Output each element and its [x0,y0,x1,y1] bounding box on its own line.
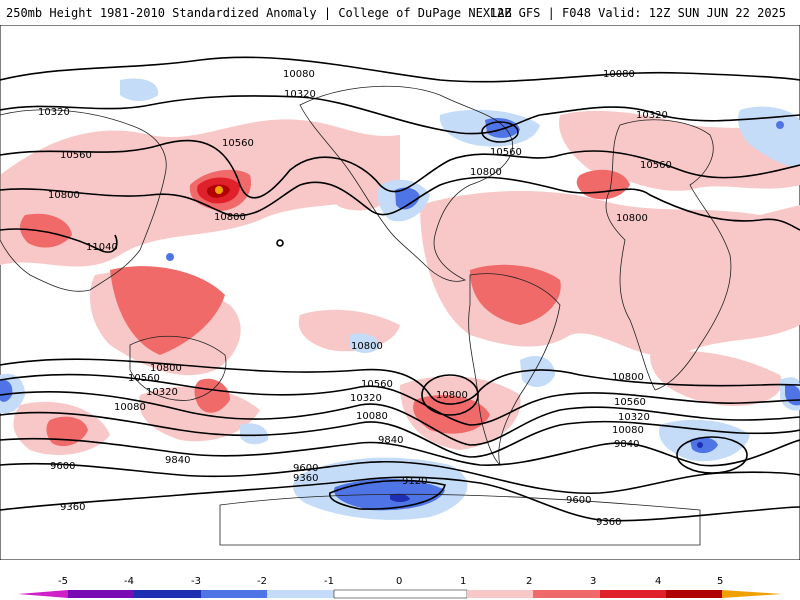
contour-label: 10320 [146,387,178,398]
contour-closed-hudson [481,121,519,143]
contour-10560-south [0,373,800,426]
colorbar-tick: 3 [590,576,596,587]
colorbar-swatch-zero [333,589,468,599]
contour-10560-north [0,139,800,199]
contour-label: 10320 [284,89,316,100]
antarctica-outline [219,493,701,546]
contour-label: 10800 [351,341,383,352]
contour-label: 10560 [614,397,646,408]
colorbar-swatch-pos4 [666,590,722,598]
height-contours [0,56,800,522]
contour-label: 9600 [566,495,591,506]
contour-label: 10560 [490,147,522,158]
contour-label: 10080 [283,69,315,80]
contour-label: 10800 [48,190,80,201]
model-run-info: 12Z GFS | F048 Valid: 12Z SUN JUN 22 202… [489,6,786,20]
contour-label: 10560 [222,138,254,149]
colorbar-swatches [18,589,782,599]
contour-label: 10080 [114,402,146,413]
contour-label: 10320 [618,412,650,423]
colorbar-tick: 0 [396,576,402,587]
colorbar-swatch-neg1 [267,590,334,598]
contour-10320-north [0,95,800,135]
colorbar-tick: -2 [257,576,267,587]
colorbar-tick: 5 [717,576,723,587]
colorbar-ticks: -5 -4 -3 -2 -1 0 1 2 3 4 5 [58,576,723,587]
map-title: 250mb Height 1981-2010 Standardized Anom… [6,6,512,20]
contour-label: 10800 [436,390,468,401]
contour-label: 9840 [378,435,403,446]
contour-9360-south [0,476,800,522]
colorbar-swatch-neg2 [201,590,267,598]
contour-label: 10320 [38,107,70,118]
contour-label: 10320 [350,393,382,404]
colorbar-tick: 4 [655,576,661,587]
anomaly-map: 10080 10080 10320 10320 10320 10560 1056… [0,25,800,560]
colorbar-swatch-pos2 [533,590,600,598]
australia-outline [129,335,227,401]
contour-9600-south [0,460,800,495]
colorbar-tick: 1 [460,576,466,587]
contour-label: 9840 [165,455,190,466]
contour-label: 10800 [616,213,648,224]
colorbar-tick: -5 [58,576,68,587]
contour-10320-south [0,391,800,446]
contour-9120-south [329,479,446,510]
contour-label: 9360 [60,502,85,513]
colorbar-swatch-neg4 [68,590,134,598]
contour-label: 9120 [402,476,427,487]
contour-10080-north [0,56,800,83]
contour-closed-small [276,239,284,247]
contour-10800-south [0,358,800,405]
colorbar-tick: 2 [526,576,532,587]
anomaly-colorbar: -5 -4 -3 -2 -1 0 1 2 3 4 5 [18,576,782,599]
contour-label: 10560 [640,160,672,171]
contour-label: 10320 [636,110,668,121]
coastlines [0,85,732,546]
south-america-outline [468,273,561,467]
contour-label: 9600 [293,463,318,474]
colorbar-tick: -4 [124,576,134,587]
strong-negative-anomaly-fill [390,442,703,502]
contour-label: 10080 [603,69,635,80]
colorbar-tick: -1 [324,576,334,587]
contour-label: 10080 [356,411,388,422]
contour-11040-north [0,228,118,253]
contour-label: 9360 [596,517,621,528]
contour-10800-north [0,176,800,231]
asia-outline [0,109,167,292]
north-america-outline [299,85,513,282]
contour-label: 9840 [614,439,639,450]
colorbar-swatch-neg5 [18,590,68,598]
colorbar-swatch-pos5 [722,590,782,598]
contour-label: 10800 [150,363,182,374]
contour-10080-south [0,411,800,458]
contour-label: 10560 [60,150,92,161]
contour-label: 10800 [214,212,246,223]
contour-10800-closed-pacific [421,374,479,416]
contour-label: 9600 [50,461,75,472]
contour-label: 10800 [612,372,644,383]
contour-label: 10560 [128,373,160,384]
colorbar-swatch-neg3 [134,590,201,598]
contour-label: 10560 [361,379,393,390]
colorbar-swatch-pos1 [467,590,533,598]
contour-9840-south [0,437,800,467]
contour-labels: 10080 10080 10320 10320 10320 10560 1056… [38,69,672,528]
peak-positive-anomaly-fill [197,177,240,204]
contour-label: 11040 [86,242,118,253]
contour-label: 10080 [612,425,644,436]
colorbar-tick: -3 [191,576,201,587]
contour-label: 10800 [470,167,502,178]
europe-africa-outline [605,119,732,391]
contour-closed-atlantic [676,436,748,474]
contour-label: 9360 [293,473,318,484]
colorbar-swatch-pos3 [600,590,666,598]
